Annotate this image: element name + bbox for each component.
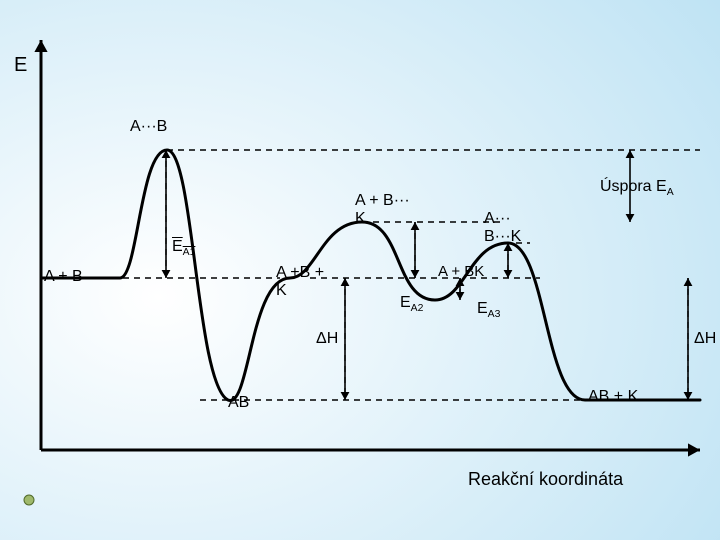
label-uspora: Úspora EA <box>600 178 674 199</box>
label-AB: AB <box>228 394 249 412</box>
diagram-stage: E A···B Úspora EA EA1 A + B A + B···K A···B···… <box>0 0 720 540</box>
label-deltaH_left: ΔH <box>316 330 338 348</box>
label-x_axis_label: Reakční koordináta <box>468 470 623 490</box>
label-EA2: EA2 <box>400 294 423 315</box>
label-A_dots_B: A···B <box>130 118 167 136</box>
label-A_plus_BK: A + BK <box>438 264 484 281</box>
label-axis_E: E <box>14 54 27 76</box>
label-A_plus_B_dots_K: A + B···K <box>355 192 410 227</box>
label-A_plus_B_plus_K: A +B +K <box>276 264 324 299</box>
diagram-svg <box>0 0 720 540</box>
label-EA3: EA3 <box>477 300 500 321</box>
label-deltaH_right: ΔH <box>694 330 716 348</box>
label-EA1: EA1 <box>172 238 195 259</box>
label-A_dots_B_dots_K: A···B···K <box>484 210 521 245</box>
label-AB_plus_K: AB + K <box>588 388 638 406</box>
label-A_plus_B_left: A + B <box>44 268 83 286</box>
